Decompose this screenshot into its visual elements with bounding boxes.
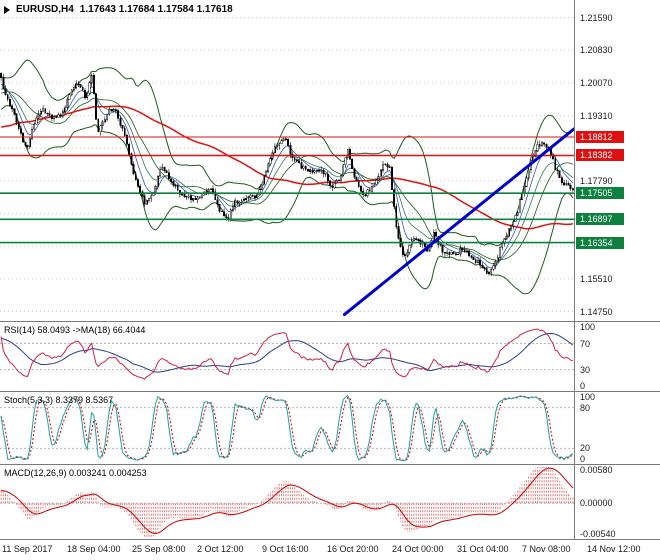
rsi-panel: RSI(14) 58.0493 ->MA(18) 66.4044 100 70 30… [0,322,660,392]
chart-marker-icon [4,5,10,14]
chart-header: EURUSD,H4 1.17643 1.17684 1.17584 1.1761… [4,4,233,15]
price-tick-label: 1.20070 [580,77,613,88]
indicator-scale-tick: 100 [580,322,596,332]
price-chart-canvas[interactable] [0,0,574,321]
macd-scale-axis[interactable]: 0.00580 0.00000 -0.00540 [574,465,660,539]
indicator-scale-tick: 80 [580,402,591,413]
time-axis-label: 9 Oct 16:00 [262,544,309,554]
time-axis[interactable]: 11 Sep 2017 18 Sep 04:00 25 Sep 08:00 2 Oct… [0,540,660,560]
price-tick-label: 1.21590 [580,12,613,23]
price-level-badge: 1.16897 [576,213,624,226]
symbol-timeframe-label: EURUSD,H4 [16,4,74,15]
price-tick-label: 1.15510 [580,273,613,284]
stochastic-scale-axis[interactable]: 100 80 20 0 [574,392,660,464]
indicator-scale-tick: 0 [580,381,586,391]
ohlc-values: 1.17643 1.17684 1.17584 1.17618 [79,4,233,15]
time-axis-label: 25 Sep 08:00 [132,544,186,554]
rsi-canvas[interactable] [0,322,574,391]
stochastic-canvas[interactable] [0,392,574,464]
indicator-scale-tick: 30 [580,364,591,375]
stochastic-indicator-label: Stoch(5,3,3) 8.3379 8.5367 [4,395,114,405]
time-axis-label: 16 Oct 20:00 [327,544,379,554]
stochastic-panel: Stoch(5,3,3) 8.3379 8.5367 100 80 20 0 [0,392,660,465]
price-level-badge: 1.16354 [576,236,624,249]
macd-panel: MACD(12,26,9) 0.003241 0.004253 0.00580 0… [0,465,660,540]
indicator-scale-tick: 100 [580,392,596,402]
price-tick-label: 1.19310 [580,110,613,121]
rsi-scale-axis[interactable]: 100 70 30 0 [574,322,660,391]
macd-canvas[interactable] [0,465,574,539]
price-level-badge: 1.18812 [576,130,624,143]
rsi-indicator-label: RSI(14) 58.0493 ->MA(18) 66.4044 [4,325,146,335]
indicator-scale-tick: 0.00000 [580,498,613,509]
time-axis-label: 2 Oct 12:00 [197,544,244,554]
price-level-badge: 1.17505 [576,187,624,200]
price-chart-panel: EURUSD,H4 1.17643 1.17684 1.17584 1.1761… [0,0,660,322]
time-axis-label: 11 Sep 2017 [2,544,53,554]
price-level-badge: 1.18382 [576,149,624,162]
macd-indicator-label: MACD(12,26,9) 0.003241 0.004253 [4,468,147,478]
price-tick-label: 1.14750 [580,306,613,317]
indicator-scale-tick: 0.00580 [580,465,613,475]
price-tick-label: 1.20830 [580,45,613,56]
time-axis-label: 7 Nov 08:00 [522,544,571,554]
indicator-scale-tick: 20 [580,443,591,454]
time-axis-label: 18 Sep 04:00 [67,544,121,554]
price-tick-label: 1.17790 [580,175,613,186]
time-axis-label: 31 Oct 04:00 [457,544,509,554]
indicator-scale-tick: 0 [580,454,586,464]
time-axis-label: 24 Oct 00:00 [392,544,444,554]
indicator-scale-tick: 70 [580,338,591,349]
indicator-scale-tick: -0.00540 [580,529,616,539]
time-axis-label: 14 Nov 12:00 [587,544,641,554]
price-axis[interactable]: 1.21590 1.20830 1.20070 1.19310 1.17790 1.155… [574,0,660,321]
